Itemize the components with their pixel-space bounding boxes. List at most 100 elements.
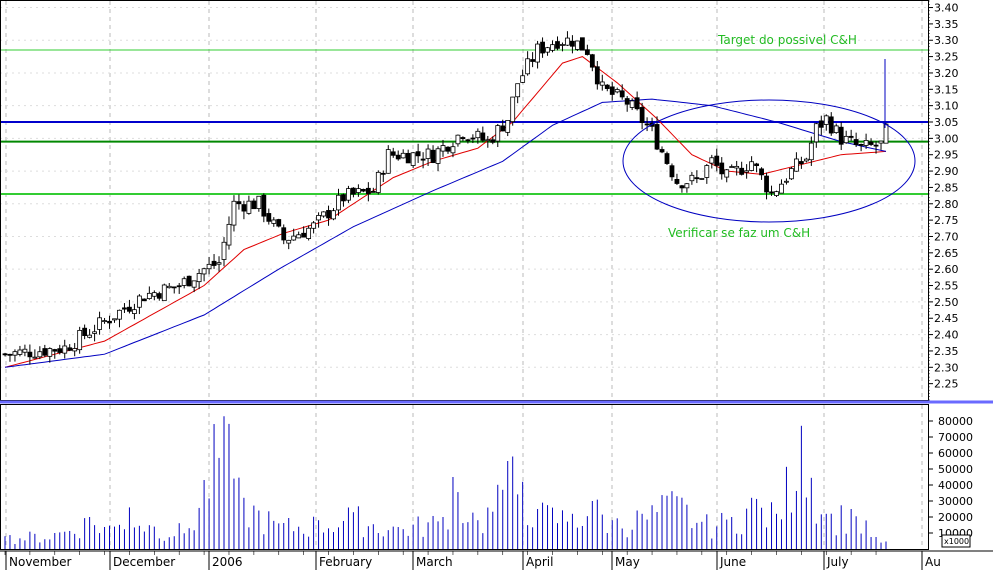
candle-body [62, 345, 68, 354]
candle-body [112, 318, 117, 321]
moving-averages [4, 56, 887, 368]
candle-body [296, 234, 302, 239]
candle-body [440, 145, 446, 152]
candle-body [599, 81, 605, 86]
candle-body [823, 115, 829, 125]
candle-body [634, 97, 640, 110]
cup-handle-ellipse [622, 99, 916, 223]
volume-multiplier: x1000 [944, 537, 969, 546]
candle-body [385, 149, 391, 174]
price-tick-label: 2.85 [934, 181, 959, 194]
price-tick-label: 2.95 [934, 149, 959, 162]
candle-body [644, 123, 650, 126]
candle-body [72, 348, 78, 352]
candle-body [216, 262, 222, 265]
candle-body [709, 157, 715, 164]
candle-body [689, 174, 695, 182]
candle-body [609, 86, 615, 95]
candle-body [754, 163, 759, 167]
candle-body [331, 210, 336, 220]
candle-body [77, 330, 83, 351]
candle-body [176, 285, 182, 288]
candle-body [311, 222, 316, 229]
candle-body [739, 167, 745, 175]
candle-body [346, 188, 351, 201]
candle-body [12, 351, 18, 356]
price-tick-label: 2.90 [934, 165, 959, 178]
price-tick-label: 2.30 [934, 361, 959, 374]
candle-body [495, 125, 501, 142]
candle-body [818, 120, 824, 128]
candle-body [614, 89, 620, 93]
candle-body [838, 126, 844, 145]
price-tick-label: 2.75 [934, 214, 959, 227]
candle-body [455, 134, 461, 145]
price-tick-label: 3.30 [934, 34, 959, 47]
candle-body [102, 320, 107, 323]
x-month-label: March [416, 555, 453, 569]
candle-body [813, 123, 819, 143]
candle-body [540, 41, 545, 54]
candle-body [579, 37, 585, 51]
x-month-label: Au [925, 555, 941, 569]
candle-body [132, 309, 137, 314]
price-tick-label: 2.60 [934, 263, 959, 276]
price-tick-label: 2.40 [934, 329, 959, 342]
candle-body [127, 306, 132, 312]
candle-body [570, 40, 575, 47]
candle-body [704, 165, 710, 178]
candle-body [251, 200, 257, 210]
candle-body [604, 84, 610, 89]
candle-body [181, 278, 187, 286]
candle-body [674, 178, 680, 184]
candle-body [52, 349, 58, 352]
candle-body [17, 349, 23, 355]
candle-body [351, 187, 356, 195]
price-tick-label: 3.40 [934, 2, 959, 15]
x-month-label: 2006 [212, 555, 243, 569]
candle-body [669, 165, 675, 178]
candle-body [87, 334, 93, 338]
candle-body [535, 43, 540, 63]
candle-body [425, 148, 431, 159]
candle-body [37, 351, 43, 358]
x-month-label: December [113, 555, 175, 569]
candle-body [380, 172, 386, 175]
candle-body [365, 187, 371, 195]
horizontal-lines [0, 49, 928, 195]
overlays: Target do possivel C&H Verificar se faz … [622, 33, 916, 240]
candle-body [400, 152, 406, 159]
candle-body [833, 125, 839, 133]
candle-body [699, 178, 705, 180]
price-tick-label: 3.05 [934, 116, 959, 129]
candle-body [57, 348, 63, 353]
candle-body [281, 227, 287, 241]
candle-body [789, 168, 794, 180]
candle-body [27, 351, 33, 358]
moving-average-line [4, 56, 887, 368]
x-month-label: February [319, 555, 372, 569]
x-month-label: July [826, 555, 849, 569]
candle-body [301, 232, 307, 238]
candle-body [724, 169, 730, 178]
price-axis: 3.40 3.35 3.30 3.25 3.20 3.15 3.10 3.05 3.00 2.95… [928, 0, 959, 401]
candle-body [415, 151, 421, 157]
candle-body [261, 194, 267, 217]
candle-body [166, 285, 172, 289]
candle-body [341, 194, 346, 202]
candle-body [7, 353, 13, 356]
price-tick-label: 2.55 [934, 280, 959, 293]
candle-body [863, 140, 869, 146]
x-month-label: May [615, 555, 640, 569]
candle-body [654, 124, 660, 150]
x-month-label: April [526, 555, 553, 569]
candle-body [435, 148, 441, 164]
candle-body [694, 177, 700, 180]
verify-label: Verificar se faz um C&H [668, 226, 810, 240]
candle-body [555, 41, 560, 49]
price-tick-label: 3.20 [934, 67, 959, 80]
candle-body [321, 211, 326, 217]
candle-body [525, 58, 531, 75]
candle-body [858, 143, 864, 146]
